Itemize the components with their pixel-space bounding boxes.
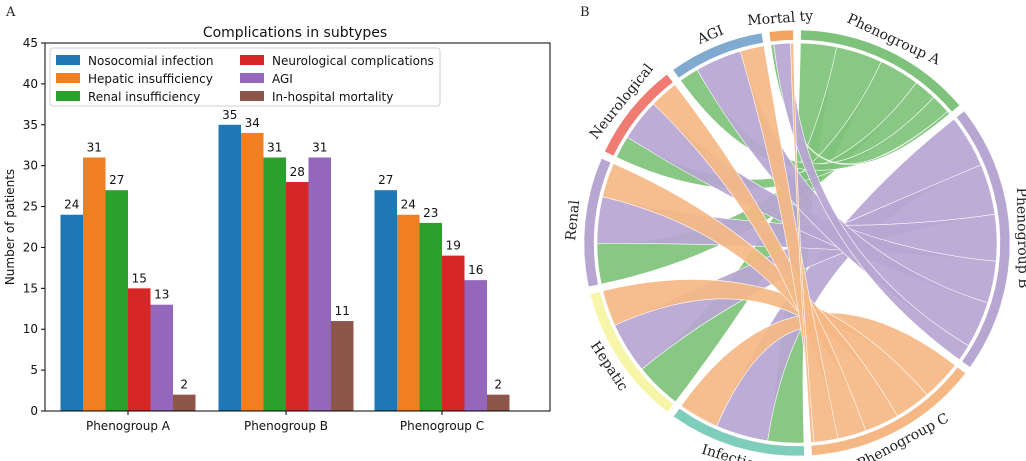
legend-swatch (56, 73, 80, 83)
bar (442, 255, 465, 411)
bar-value-label: 24 (401, 198, 416, 212)
bar (173, 394, 196, 411)
chord-label: Phenogroup B (1013, 187, 1026, 288)
legend-entry: Hepatic insufficiency (88, 72, 213, 86)
bar (397, 214, 420, 411)
x-tick-label: Phenogroup A (86, 419, 171, 433)
chord-arc (604, 73, 674, 157)
bar-value-label: 31 (312, 140, 327, 154)
y-tick-label: 10 (23, 322, 38, 336)
bar (83, 157, 106, 411)
chord-ribbon (770, 44, 951, 165)
legend-entry: Nosocomial infection (88, 54, 214, 68)
chord-arc (583, 158, 612, 288)
bar-value-label: 28 (290, 165, 305, 179)
x-axis: Phenogroup A Phenogroup B Phenogroup C (86, 411, 484, 433)
chart-title: Complications in subtypes (203, 25, 387, 41)
legend-swatch (240, 73, 264, 83)
bar (218, 124, 241, 412)
bar-value-label: 24 (64, 198, 79, 212)
bar-value-label: 23 (423, 206, 438, 220)
legend-entry: AGI (272, 72, 293, 86)
chord-ribbon (773, 42, 969, 361)
chord-arc (673, 408, 805, 457)
y-tick-label: 40 (23, 77, 38, 91)
y-tick-label: 30 (23, 159, 38, 173)
bar-value-label: 34 (245, 116, 260, 130)
y-tick-label: 45 (23, 36, 38, 50)
bar (464, 280, 487, 411)
bar-value-label: 27 (378, 173, 393, 187)
chord-ribbons (596, 42, 998, 444)
chord-arc (800, 29, 960, 113)
bar-value-label: 13 (154, 288, 169, 302)
legend-swatch (56, 55, 80, 65)
bar-value-label: 16 (468, 263, 483, 277)
chord-arc (672, 32, 764, 79)
bar (128, 288, 151, 411)
bar-value-label: 2 (494, 378, 502, 392)
chord-arc (589, 291, 674, 413)
bar-value-label: 19 (446, 239, 461, 253)
bar (241, 132, 264, 411)
x-tick-label: Phenogroup B (244, 419, 328, 433)
legend-swatch (56, 91, 80, 101)
bar (487, 394, 510, 411)
bar-value-label: 35 (222, 108, 237, 122)
y-tick-label: 5 (30, 363, 38, 377)
bar (150, 304, 173, 411)
bar-value-label: 31 (267, 140, 282, 154)
bar-chart: Complications in subtypes 0 5 10 15 20 25 30 35… (3, 25, 551, 433)
legend-entry: Renal insufficiency (88, 90, 200, 104)
chord-ribbon (790, 42, 815, 443)
y-tick-label: 15 (23, 281, 38, 295)
y-axis-label: Number of patients (3, 169, 17, 285)
legend: Nosocomial infection Hepatic insufficienc… (49, 47, 441, 107)
panel-b-label: B (580, 5, 590, 20)
legend-swatch (240, 55, 264, 65)
bar-value-label: 15 (132, 271, 147, 285)
legend-swatch (240, 91, 264, 101)
chord-arc (810, 366, 966, 456)
legend-entry: Neurological complications (272, 54, 434, 68)
bar (419, 222, 442, 411)
bar-value-label: 27 (109, 173, 124, 187)
chord-label: Mortal ty (747, 8, 814, 29)
y-axis: 0 5 10 15 20 25 30 35 40 45 (23, 36, 45, 418)
y-tick-label: 0 (30, 404, 38, 418)
bar (308, 157, 331, 411)
bar-value-label: 31 (87, 140, 102, 154)
bar (286, 182, 309, 411)
chord-arc (768, 29, 794, 43)
bar (331, 321, 354, 411)
chord-arcs (583, 29, 1011, 457)
x-tick-label: Phenogroup C (400, 419, 484, 433)
bar (105, 190, 128, 411)
panel-a-label: A (5, 5, 16, 20)
y-tick-label: 20 (23, 240, 38, 254)
bar-value-label: 2 (180, 378, 188, 392)
bar-value-label: 11 (335, 304, 350, 318)
legend-entry: In-hospital mortality (272, 90, 393, 104)
y-tick-label: 35 (23, 118, 38, 132)
bar (60, 214, 83, 411)
chord-label: Renal (563, 199, 583, 242)
y-tick-label: 25 (23, 200, 38, 214)
plot-frame (44, 42, 551, 412)
chord-arc (956, 110, 1011, 368)
bar (374, 190, 397, 411)
bar-marks: 24 31 27 15 13 2 35 34 31 28 31 11 27 24 23 19 16 2 (60, 108, 510, 412)
bar (263, 157, 286, 411)
